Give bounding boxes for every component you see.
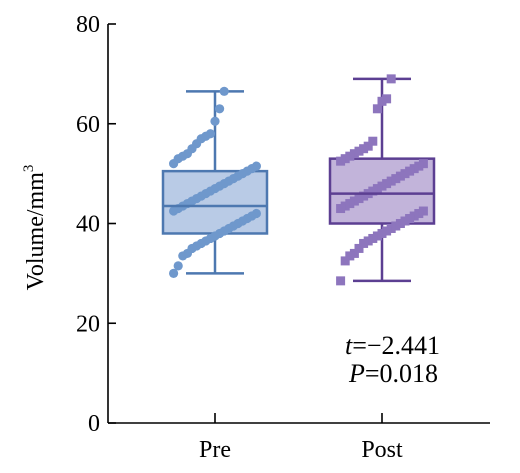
- y-tick-label: 20: [76, 311, 100, 337]
- data-point: [219, 86, 229, 96]
- data-point: [359, 238, 369, 248]
- data-point: [418, 206, 428, 216]
- data-point: [386, 223, 396, 233]
- p-label: P: [348, 359, 365, 388]
- y-axis-title-text: Volume/mm: [23, 172, 49, 291]
- y-axis-title: Volume/mm3: [21, 165, 49, 291]
- data-point: [377, 181, 387, 191]
- data-point: [368, 136, 378, 146]
- data-point: [169, 268, 179, 278]
- box-plot-pre: [161, 86, 269, 278]
- data-point: [354, 146, 364, 156]
- y-tick-label: 80: [76, 12, 100, 38]
- data-point: [368, 233, 378, 243]
- x-tick-label: Pre: [199, 437, 231, 463]
- data-point: [359, 144, 369, 154]
- data-point: [386, 176, 396, 186]
- data-point: [340, 256, 350, 266]
- t-statistic-annotation: t=−2.441: [345, 331, 440, 360]
- data-point: [372, 184, 382, 194]
- data-point: [372, 231, 382, 241]
- data-point: [359, 191, 369, 201]
- data-point: [409, 211, 419, 221]
- axes: 0 20 40 60 80 Pre Post: [76, 12, 490, 463]
- data-point: [391, 174, 401, 184]
- data-point: [405, 214, 415, 224]
- data-point: [363, 236, 373, 246]
- data-point: [349, 248, 359, 258]
- data-points: [336, 74, 428, 286]
- p-value-annotation: P=0.018: [348, 359, 438, 388]
- data-point: [400, 169, 410, 179]
- data-point: [340, 201, 350, 211]
- y-tick-label: 60: [76, 112, 100, 138]
- x-tick-label: Post: [361, 437, 403, 463]
- data-point: [349, 196, 359, 206]
- data-point: [377, 96, 387, 106]
- data-point: [336, 204, 346, 214]
- data-point: [345, 251, 355, 261]
- data-point: [382, 94, 392, 104]
- data-point: [418, 159, 428, 169]
- data-point: [336, 276, 346, 286]
- data-point: [169, 206, 179, 216]
- y-tick-label: 0: [88, 411, 100, 437]
- data-point: [354, 194, 364, 204]
- y-tick-label: 40: [76, 212, 100, 238]
- data-point: [382, 179, 392, 189]
- t-label: t: [345, 331, 353, 360]
- data-point: [336, 156, 346, 166]
- data-point: [215, 104, 225, 114]
- data-point: [391, 221, 401, 231]
- data-point: [210, 116, 220, 126]
- data-point: [382, 226, 392, 236]
- data-point: [414, 161, 424, 171]
- data-point: [363, 141, 373, 151]
- t-value: =−2.441: [352, 331, 440, 360]
- data-point: [354, 243, 364, 253]
- box-plots: [161, 74, 436, 286]
- data-point: [400, 216, 410, 226]
- iqr-box: [161, 169, 269, 235]
- data-point: [169, 159, 179, 169]
- data-point: [173, 261, 183, 271]
- data-point: [368, 186, 378, 196]
- data-point: [345, 151, 355, 161]
- data-point: [386, 74, 396, 84]
- data-points: [169, 86, 261, 278]
- data-point: [377, 228, 387, 238]
- data-point: [414, 209, 424, 219]
- data-point: [372, 104, 382, 114]
- data-point: [340, 154, 350, 164]
- p-value: =0.018: [365, 359, 438, 388]
- data-point: [345, 199, 355, 209]
- data-point: [178, 251, 188, 261]
- data-point: [349, 149, 359, 159]
- y-ticks: 0 20 40 60 80: [76, 12, 116, 437]
- data-point: [395, 171, 405, 181]
- data-point: [405, 166, 415, 176]
- data-point: [409, 164, 419, 174]
- y-axis-title-superscript: 3: [21, 165, 37, 173]
- x-ticks: Pre Post: [199, 413, 403, 463]
- box-plot-post: [328, 74, 436, 286]
- data-point: [395, 219, 405, 228]
